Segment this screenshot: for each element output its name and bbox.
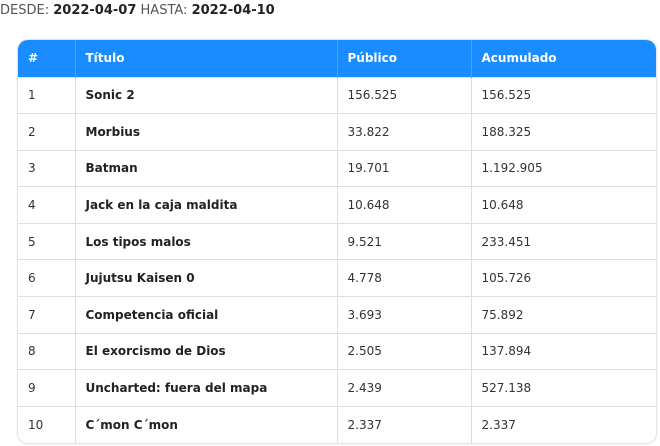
cell-rank: 8 <box>18 332 76 370</box>
box-office-table: # Título Público Acumulado 1 Sonic 2 156… <box>18 40 656 443</box>
table-row: 2 Morbius 33.822 188.325 <box>18 113 656 151</box>
header-accumulated: Acumulado <box>481 51 557 66</box>
cell-public: 9.521 <box>337 222 472 260</box>
cell-title: Batman <box>75 149 338 187</box>
table-row: 9 Uncharted: fuera del mapa 2.439 527.13… <box>18 369 656 407</box>
cell-accumulated: 527.138 <box>471 369 656 407</box>
cell-rank: 9 <box>18 369 76 407</box>
cell-accumulated: 233.451 <box>471 222 656 260</box>
cell-title: Morbius <box>75 113 338 151</box>
cell-rank: 6 <box>18 259 76 297</box>
cell-accumulated: 105.726 <box>471 259 656 297</box>
cell-title: El exorcismo de Dios <box>75 332 338 370</box>
from-date: 2022-04-07 <box>53 3 137 18</box>
cell-rank: 3 <box>18 149 76 187</box>
from-label: DESDE: <box>0 3 50 18</box>
table-row: 3 Batman 19.701 1.192.905 <box>18 149 656 187</box>
cell-accumulated: 2.337 <box>471 405 656 443</box>
cell-public: 2.337 <box>337 405 472 443</box>
header-public: Público <box>337 40 472 77</box>
cell-public: 10.648 <box>337 186 472 224</box>
cell-accumulated: 75.892 <box>471 296 656 334</box>
cell-title: Jujutsu Kaisen 0 <box>75 259 338 297</box>
cell-accumulated: 10.648 <box>471 186 656 224</box>
table-row: 10 C´mon C´mon 2.337 2.337 <box>18 405 656 443</box>
cell-title: Competencia oficial <box>75 296 338 334</box>
table-header-row: # Título Público Acumulado <box>18 40 656 77</box>
to-date: 2022-04-10 <box>191 3 275 18</box>
cell-public: 4.778 <box>337 259 472 297</box>
table-row: 4 Jack en la caja maldita 10.648 10.648 <box>18 186 656 224</box>
table-row: 7 Competencia oficial 3.693 75.892 <box>18 296 656 334</box>
cell-rank: 10 <box>18 405 76 443</box>
cell-rank: 4 <box>18 186 76 224</box>
cell-rank: 1 <box>18 76 76 114</box>
table-row: 8 El exorcismo de Dios 2.505 137.894 <box>18 332 656 370</box>
table-body: 1 Sonic 2 156.525 156.525 2 Morbius 33.8… <box>18 76 656 443</box>
header-title: Título <box>75 40 338 77</box>
cell-public: 2.505 <box>337 332 472 370</box>
cell-title: Los tipos malos <box>75 222 338 260</box>
cell-rank: 7 <box>18 296 76 334</box>
cell-public: 33.822 <box>337 113 472 151</box>
table-row: 5 Los tipos malos 9.521 233.451 <box>18 222 656 260</box>
cell-public: 156.525 <box>337 76 472 114</box>
cell-title: Uncharted: fuera del mapa <box>75 369 338 407</box>
table-header: # Título Público Acumulado <box>18 40 656 77</box>
cell-accumulated: 156.525 <box>471 76 656 114</box>
box-office-table-card: # Título Público Acumulado 1 Sonic 2 156… <box>18 40 656 443</box>
date-range: DESDE: 2022-04-07 HASTA: 2022-04-10 <box>0 3 275 19</box>
cell-title: C´mon C´mon <box>75 405 338 443</box>
cell-title: Sonic 2 <box>75 76 338 114</box>
table-row: 1 Sonic 2 156.525 156.525 <box>18 76 656 114</box>
cell-accumulated: 137.894 <box>471 332 656 370</box>
cell-public: 19.701 <box>337 149 472 187</box>
cell-rank: 5 <box>18 222 76 260</box>
cell-rank: 2 <box>18 113 76 151</box>
to-label: HASTA: <box>140 3 188 18</box>
header-rank: # <box>18 40 76 77</box>
cell-accumulated: 188.325 <box>471 113 656 151</box>
table-row: 6 Jujutsu Kaisen 0 4.778 105.726 <box>18 259 656 297</box>
cell-accumulated: 1.192.905 <box>471 149 656 187</box>
cell-title: Jack en la caja maldita <box>75 186 338 224</box>
cell-public: 2.439 <box>337 369 472 407</box>
cell-public: 3.693 <box>337 296 472 334</box>
